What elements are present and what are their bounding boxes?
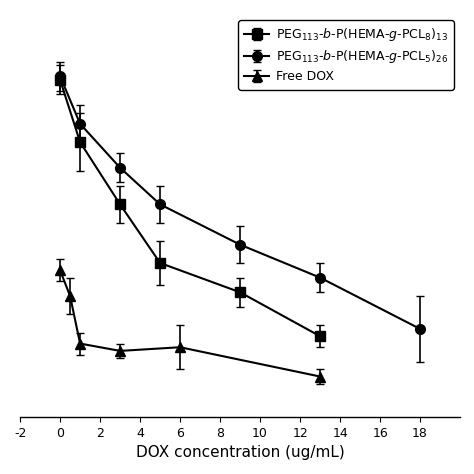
X-axis label: DOX concentration (ug/mL): DOX concentration (ug/mL) [136, 445, 345, 460]
Legend: PEG$_{113}$-$b$-P(HEMA-$g$-PCL$_{8}$)$_{13}$, PEG$_{113}$-$b$-P(HEMA-$g$-PCL$_{5: PEG$_{113}$-$b$-P(HEMA-$g$-PCL$_{8}$)$_{… [238, 20, 454, 90]
